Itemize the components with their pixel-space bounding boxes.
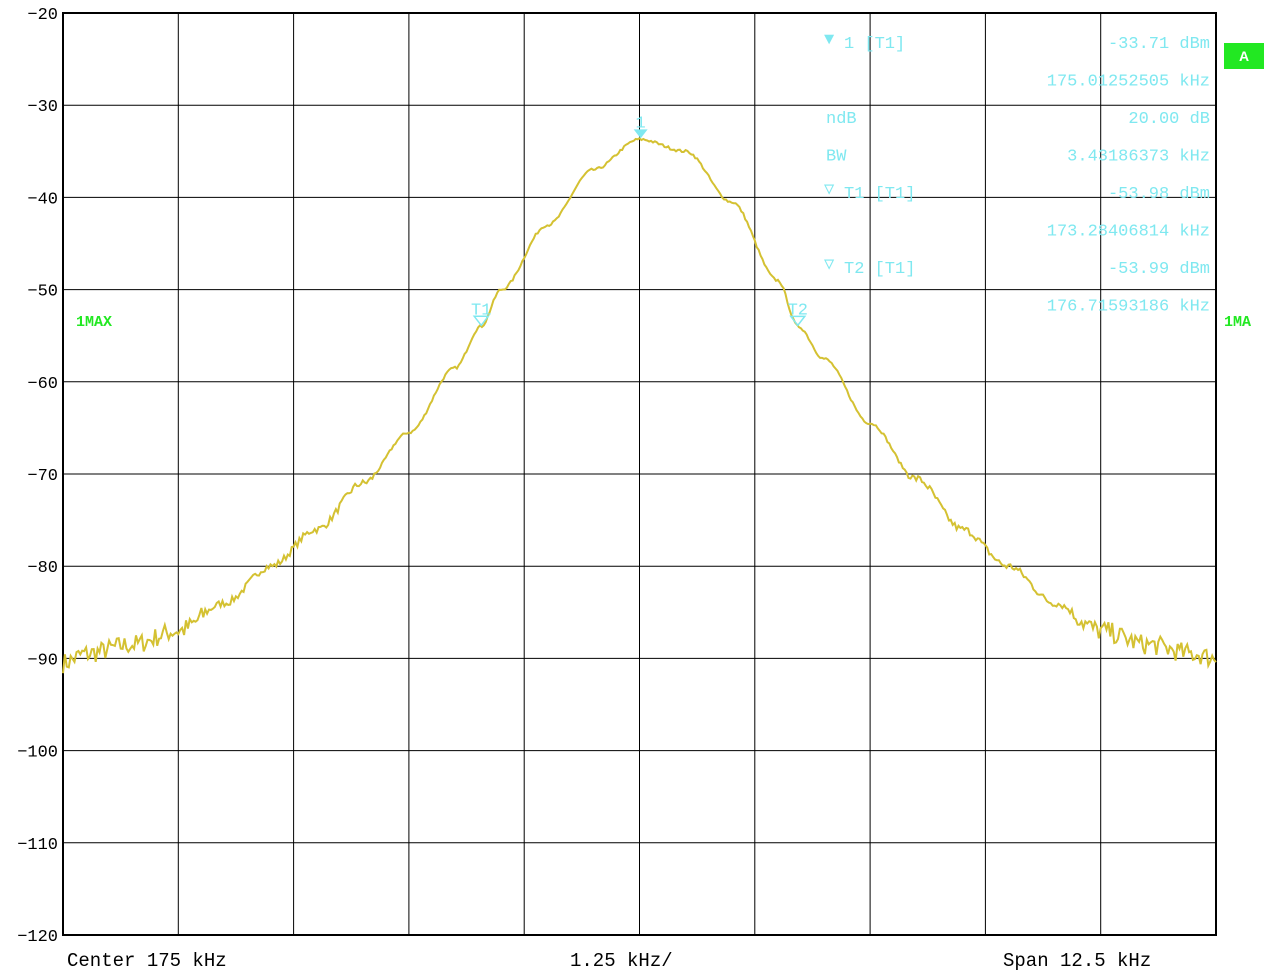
y-tick-label: −80	[27, 559, 58, 578]
marker-info-value: 175.01252505 kHz	[1047, 73, 1210, 92]
marker-info-value: 173.28406814 kHz	[1047, 223, 1210, 242]
y-tick-label: −30	[27, 98, 58, 117]
marker-t2-label: T2	[788, 301, 808, 320]
y-tick-label: −60	[27, 375, 58, 394]
y-tick-labels: −20 −30 −40 −50 −60 −70 −80 −90 −100 −110 −120	[17, 6, 58, 947]
marker-info-symbol: ▼	[824, 31, 835, 50]
marker-info-value: 3.43186373 kHz	[1067, 148, 1210, 167]
marker-t1-label: T1	[471, 301, 491, 320]
center-frequency: Center 175 kHz	[67, 950, 227, 972]
y-tick-label: −40	[27, 190, 58, 209]
trace-line	[62, 137, 1217, 674]
marker-info-value: -53.99 dBm	[1108, 260, 1210, 279]
marker-1-label: 1	[636, 114, 646, 133]
marker-info-name: 1 [T1]	[844, 35, 905, 54]
marker-info-name: T1 [T1]	[844, 185, 915, 204]
chart-markers: 1 T1 T2	[471, 114, 808, 327]
y-tick-label: −50	[27, 283, 58, 302]
marker-info-symbol: ▽	[824, 181, 835, 200]
trace-badge-a: A	[1224, 43, 1264, 69]
marker-t2-triangle	[789, 315, 807, 327]
marker-t1-triangle	[472, 315, 490, 327]
marker-info-value: -33.71 dBm	[1108, 35, 1210, 54]
marker-info-name: T2 [T1]	[844, 260, 915, 279]
marker-info-value: 176.71593186 kHz	[1047, 298, 1210, 317]
y-tick-label: −70	[27, 467, 58, 486]
marker-info-panel: ▼ 1 [T1] -33.71 dBm 175.01252505 kHz ndB 20.0…	[824, 31, 1210, 317]
y-tick-label: −20	[27, 6, 58, 25]
marker-info-name: ndB	[826, 110, 857, 129]
y-tick-label: −110	[17, 836, 58, 855]
y-tick-label: −90	[27, 651, 58, 670]
frequency-per-division: 1.25 kHz/	[570, 950, 673, 972]
marker-info-value: 20.00 dB	[1128, 110, 1210, 129]
marker-info-symbol: ▽	[824, 256, 835, 275]
trace-label-right: 1MA	[1224, 314, 1252, 331]
y-tick-label: −120	[17, 928, 58, 947]
plot-frame	[62, 12, 1217, 936]
marker-info-value: -53.98 dBm	[1108, 185, 1210, 204]
trace-label-left: 1MAX	[76, 314, 113, 331]
grid	[63, 12, 1216, 936]
marker-1-triangle	[633, 129, 648, 139]
frequency-span: Span 12.5 kHz	[1003, 950, 1152, 972]
y-tick-label: −100	[17, 744, 58, 763]
marker-info-name: BW	[826, 148, 847, 167]
